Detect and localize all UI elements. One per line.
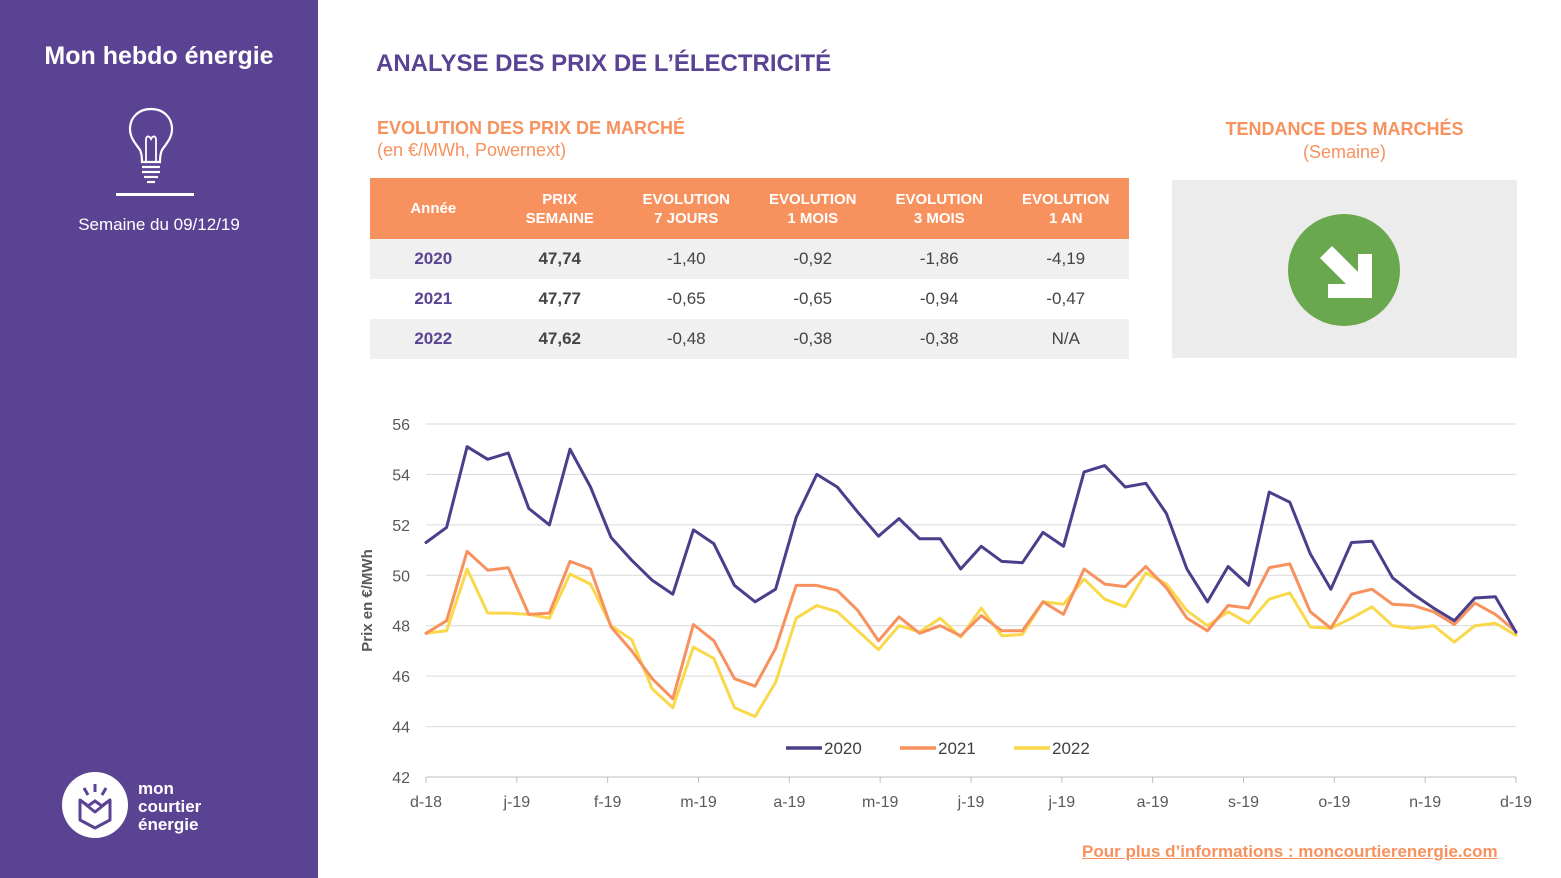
evolution-cell: -0,94 [919,289,959,308]
header-line: EVOLUTION [642,190,730,208]
logo-line: mon [138,779,174,798]
y-tick-label: 54 [392,467,410,484]
evolution-cell: -0,48 [623,319,750,359]
logo-icon [62,772,128,838]
price-table: Année PRIX SEMAINE EVOLUTION 7 JOURS EVOLU… [370,178,1129,359]
logo-text: mon courtier énergie [138,780,201,834]
table-header: PRIX SEMAINE [496,178,623,239]
y-tick-label: 50 [392,568,410,585]
header-line: 3 MOIS [913,209,965,227]
table-header: EVOLUTION 7 JOURS [623,178,750,239]
x-tick-label: j-19 [1047,794,1075,811]
x-tick-label: j-19 [502,794,530,811]
header-line: EVOLUTION [895,190,983,208]
evolution-cell: -0,65 [666,289,706,308]
x-tick-label: m-19 [862,794,899,811]
table-row: 2021 47,77 -0,65 -0,65 -0,94 -0,47 [370,279,1129,319]
trend-panel [1172,180,1517,358]
table-header-row: Année PRIX SEMAINE EVOLUTION 7 JOURS EVOLU… [370,178,1129,239]
x-tick-label: a-19 [773,794,805,811]
header-line: Année [410,200,457,217]
evolution-cell: -4,19 [1002,239,1129,279]
trend-title: TENDANCE DES MARCHÉS [1225,119,1464,139]
sidebar-title: Mon hebdo énergie [44,42,274,70]
table-header: Année [370,178,497,239]
logo-line: courtier [138,797,202,816]
evolution-cell: N/A [1002,319,1129,359]
legend-label: 2020 [824,739,862,758]
x-tick-label: d-19 [1500,794,1532,811]
x-tick-label: s-19 [1228,794,1259,811]
down-right-arrow-icon [1288,214,1400,326]
evolution-cell: -0,38 [749,319,876,359]
table-row: 2020 47,74 -1,40 -0,92 -1,86 -4,19 [370,239,1129,279]
evolution-cell: -0,65 [793,289,833,308]
series-line-2021 [424,549,1518,701]
sidebar-divider [116,193,194,196]
x-tick-label: a-19 [1137,794,1169,811]
table-header: EVOLUTION 1 AN [1002,178,1129,239]
evolution-cell: -0,92 [749,239,876,279]
evolution-cell: -1,40 [623,239,750,279]
legend-label: 2022 [1052,739,1090,758]
y-tick-label: 44 [392,720,410,737]
logo-line: énergie [138,815,199,834]
header-line: EVOLUTION [1021,190,1110,208]
section-unit: (en €/MWh, Powernext) [377,140,567,160]
evolution-cell: -1,86 [876,239,1003,279]
header-line: EVOLUTION [768,190,857,208]
series-line-2020 [424,445,1518,634]
year-cell: 2021 [414,289,453,308]
price-cell: 47,77 [538,289,582,308]
series-line-2022 [424,567,1518,718]
evolution-cell: -0,38 [876,319,1003,359]
y-tick-label: 48 [392,619,410,636]
x-tick-label: n-19 [1409,794,1441,811]
x-tick-label: d-18 [410,794,442,811]
legend-label: 2021 [938,739,976,758]
evolution-cell: -0,47 [1046,289,1086,308]
trend-subtitle: (Semaine) [1302,142,1387,162]
header-line: 1 MOIS [787,209,839,227]
header-line: 1 AN [1048,209,1083,227]
price-cell: 47,62 [496,319,623,359]
sidebar: Mon hebdo énergie Semaine du 09/12/19 mo… [0,0,318,878]
table-header: EVOLUTION 1 MOIS [749,178,876,239]
header-line: SEMAINE [525,209,594,227]
year-cell: 2022 [370,319,497,359]
header-line: 7 JOURS [654,209,719,227]
table-header: EVOLUTION 3 MOIS [876,178,1003,239]
y-axis-label: Prix en €/MWh [359,549,376,652]
price-cell: 47,74 [496,239,623,279]
table-row: 2022 47,62 -0,48 -0,38 -0,38 N/A [370,319,1129,359]
page-title: ANALYSE DES PRIX DE L’ÉLECTRICITÉ [376,50,832,77]
y-tick-label: 56 [392,417,410,434]
x-tick-label: f-19 [594,794,622,811]
week-label: Semaine du 09/12/19 [78,215,240,234]
section-title: EVOLUTION DES PRIX DE MARCHÉ [377,118,686,138]
lightbulb-icon [128,107,174,184]
year-cell: 2020 [370,239,497,279]
header-line: PRIX [542,190,578,208]
x-tick-label: m-19 [680,794,717,811]
y-tick-label: 42 [392,770,410,787]
y-tick-label: 52 [392,518,410,535]
x-tick-label: j-19 [957,794,985,811]
x-tick-label: o-19 [1318,794,1350,811]
price-line-chart: 42 44 46 48 50 52 54 56 d-18 j-19 f-19 m-19 a-19 m-19… [359,417,1532,811]
y-tick-label: 46 [392,669,410,686]
info-link[interactable]: Pour plus d’informations : moncourtieren… [1082,842,1498,861]
